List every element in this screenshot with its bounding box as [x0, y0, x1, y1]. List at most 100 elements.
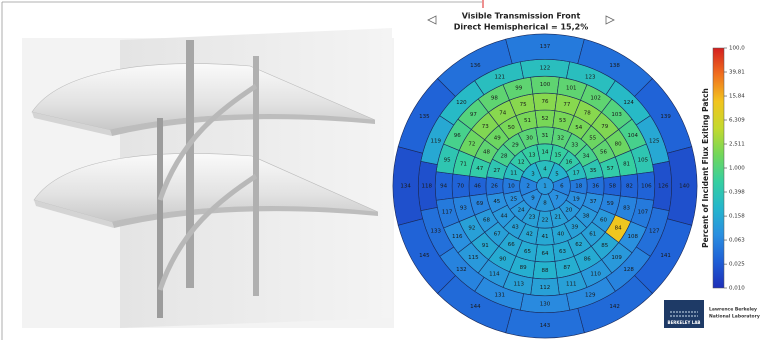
patch-label: 113: [514, 281, 525, 287]
patch-label: 133: [431, 229, 442, 235]
patch-label: 135: [419, 114, 430, 120]
patch-label: 59: [607, 201, 614, 207]
patch-label: 73: [482, 124, 489, 130]
patch-label: 117: [442, 210, 453, 216]
patch-label: 40: [557, 232, 564, 238]
patch-label: 52: [542, 116, 549, 122]
patch-label: 144: [470, 304, 481, 310]
nav-arrow[interactable]: [605, 15, 615, 25]
colorbar-tick-label: 0,158: [729, 214, 745, 220]
patch-label: 142: [609, 304, 620, 310]
patch-label: 111: [566, 281, 577, 287]
patch-label: 47: [476, 166, 483, 172]
patch-label: 115: [468, 255, 479, 261]
patch-label: 24: [518, 207, 525, 213]
patch-label: 35: [590, 168, 597, 174]
colorbar-tick-label: 0,398: [729, 190, 745, 196]
patch-label: 4: [543, 167, 547, 173]
patch-label: 110: [590, 271, 601, 277]
patch-label: 12: [518, 160, 525, 166]
patch-label: 90: [499, 257, 506, 263]
patch-label: 13: [529, 152, 536, 158]
patch-label: 103: [611, 112, 622, 118]
patch-label: 128: [623, 267, 634, 273]
patch-label: 79: [601, 124, 608, 130]
patch-label: 81: [623, 162, 630, 168]
patch-label: 91: [482, 243, 489, 249]
patch-label: 121: [495, 74, 506, 80]
patch-label: 15: [554, 152, 561, 158]
colorbar-tick-label: 1,000: [729, 166, 745, 172]
patch-label: 139: [660, 114, 671, 120]
patch-label: 88: [542, 268, 549, 274]
shelf-edge: [110, 114, 375, 136]
colorbar-tick-label: 0,063: [729, 238, 745, 244]
patch-label: 64: [542, 251, 549, 257]
colorbar-tick-label: 100,0: [729, 46, 745, 52]
patch-label: 49: [494, 136, 501, 142]
patch-label: 25: [510, 196, 517, 202]
post: [157, 118, 163, 318]
patch-label: 56: [600, 150, 607, 156]
patch-label: 10: [508, 184, 515, 190]
shelf-edge: [34, 200, 114, 228]
patch-label: 145: [419, 253, 430, 259]
logo-text: National Laboratory: [709, 314, 760, 320]
nav-arrow[interactable]: [427, 15, 437, 25]
patch-label: 21: [554, 215, 561, 221]
patch-label: 78: [584, 110, 591, 116]
patch-label: 5: [555, 172, 559, 178]
patch-label: 3: [531, 172, 535, 178]
patch-label: 34: [582, 154, 589, 160]
patch-label: 86: [584, 257, 591, 263]
patch-label: 132: [456, 267, 467, 273]
patch-label: 38: [582, 213, 589, 219]
patch-label: 67: [494, 231, 501, 237]
patch-label: 51: [524, 118, 531, 124]
patch-label: 14: [542, 150, 549, 156]
patch-label: 27: [493, 168, 500, 174]
patch-label: 30: [526, 135, 533, 141]
patch-label: 97: [470, 112, 477, 118]
patch-label: 48: [483, 150, 490, 156]
colorbar-tick-label: 15,84: [729, 94, 745, 100]
patch-label: 122: [540, 65, 551, 71]
patch-label: 131: [495, 293, 506, 299]
patch-label: 138: [609, 63, 620, 69]
logo-text: Lawrence Berkeley: [709, 307, 757, 313]
patch-label: 28: [501, 154, 508, 160]
shelf-edge: [32, 112, 112, 136]
patch-label: 11: [510, 171, 517, 177]
patch-label: 143: [540, 323, 551, 329]
patch-label: 7: [555, 195, 559, 201]
logo-text: BERKELEY LAB: [668, 320, 701, 325]
patch-label: 119: [431, 138, 442, 144]
patch-label: 98: [491, 96, 498, 102]
patch-label: 53: [559, 118, 566, 124]
patch-label: 9: [531, 195, 535, 201]
patch-label: 141: [660, 253, 671, 259]
patch-label: 37: [590, 199, 597, 205]
patch-label: 114: [489, 271, 500, 277]
patch-label: 108: [628, 234, 639, 240]
colorbar-tick-label: 2,511: [729, 142, 745, 148]
patch-label: 106: [641, 184, 652, 190]
patch-label: 77: [563, 102, 570, 108]
patch-label: 39: [571, 224, 578, 230]
patch-label: 93: [460, 205, 467, 211]
patch-label: 69: [476, 201, 483, 207]
patch-label: 137: [540, 44, 551, 50]
patch-label: 20: [565, 207, 572, 213]
patch-label: 72: [468, 141, 475, 147]
patch-label: 130: [540, 302, 551, 308]
patch-label: 61: [589, 231, 596, 237]
patch-label: 136: [470, 63, 481, 69]
patch-label: 71: [460, 162, 467, 168]
patch-label: 68: [483, 217, 490, 223]
chart-title: Visible Transmission Front: [462, 12, 581, 21]
patch-label: 6: [560, 184, 564, 190]
patch-label: 1: [543, 184, 547, 190]
patch-label: 140: [679, 184, 690, 190]
colorbar-scale: [712, 47, 725, 289]
logo: BERKELEY LAB Lawrence Berkeley National …: [664, 300, 760, 328]
